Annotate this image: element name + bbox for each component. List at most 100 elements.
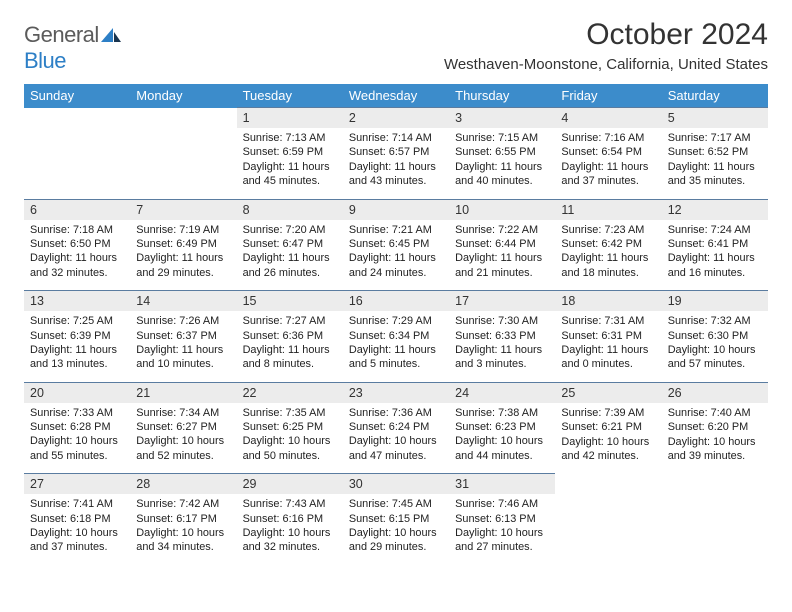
day-number: 10 — [455, 203, 469, 217]
day-number: 11 — [561, 203, 574, 217]
sunrise-text: Sunrise: 7:21 AM — [349, 223, 443, 237]
daylight-text: Daylight: 11 hours and 43 minutes. — [349, 160, 443, 189]
sunrise-text: Sunrise: 7:45 AM — [349, 497, 443, 511]
daylight-text: Daylight: 10 hours and 27 minutes. — [455, 526, 549, 555]
day-number: 29 — [243, 477, 257, 491]
sunset-text: Sunset: 6:23 PM — [455, 420, 549, 434]
day-number: 25 — [561, 386, 575, 400]
day-number-cell: 18 — [555, 291, 661, 312]
day-number: 31 — [455, 477, 469, 491]
day-detail-cell: Sunrise: 7:19 AMSunset: 6:49 PMDaylight:… — [130, 220, 236, 291]
day-detail-cell: Sunrise: 7:17 AMSunset: 6:52 PMDaylight:… — [662, 128, 768, 199]
sunset-text: Sunset: 6:18 PM — [30, 512, 124, 526]
daylight-text: Daylight: 10 hours and 52 minutes. — [136, 434, 230, 463]
day-detail-cell: Sunrise: 7:16 AMSunset: 6:54 PMDaylight:… — [555, 128, 661, 199]
day-detail-cell: Sunrise: 7:30 AMSunset: 6:33 PMDaylight:… — [449, 311, 555, 382]
day-number-cell: 7 — [130, 199, 236, 220]
day-detail-cell: Sunrise: 7:40 AMSunset: 6:20 PMDaylight:… — [662, 403, 768, 474]
day-detail-cell — [24, 128, 130, 199]
day-detail-cell: Sunrise: 7:36 AMSunset: 6:24 PMDaylight:… — [343, 403, 449, 474]
sunrise-text: Sunrise: 7:32 AM — [668, 314, 762, 328]
day-detail-cell — [130, 128, 236, 199]
daylight-text: Daylight: 11 hours and 3 minutes. — [455, 343, 549, 372]
daylight-text: Daylight: 11 hours and 10 minutes. — [136, 343, 230, 372]
sunrise-text: Sunrise: 7:41 AM — [30, 497, 124, 511]
day-detail-row: Sunrise: 7:33 AMSunset: 6:28 PMDaylight:… — [24, 403, 768, 474]
sunset-text: Sunset: 6:25 PM — [243, 420, 337, 434]
sunset-text: Sunset: 6:21 PM — [561, 420, 655, 434]
day-number-cell — [24, 108, 130, 129]
sunset-text: Sunset: 6:34 PM — [349, 329, 443, 343]
sunrise-text: Sunrise: 7:46 AM — [455, 497, 549, 511]
sunset-text: Sunset: 6:57 PM — [349, 145, 443, 159]
sunset-text: Sunset: 6:16 PM — [243, 512, 337, 526]
sunset-text: Sunset: 6:50 PM — [30, 237, 124, 251]
sunset-text: Sunset: 6:49 PM — [136, 237, 230, 251]
day-number: 19 — [668, 294, 682, 308]
day-number-cell: 13 — [24, 291, 130, 312]
day-header: Saturday — [662, 84, 768, 108]
sunrise-text: Sunrise: 7:16 AM — [561, 131, 655, 145]
sunset-text: Sunset: 6:39 PM — [30, 329, 124, 343]
day-detail-row: Sunrise: 7:25 AMSunset: 6:39 PMDaylight:… — [24, 311, 768, 382]
day-number: 26 — [668, 386, 682, 400]
sunrise-text: Sunrise: 7:30 AM — [455, 314, 549, 328]
daylight-text: Daylight: 11 hours and 21 minutes. — [455, 251, 549, 280]
day-number: 14 — [136, 294, 150, 308]
month-title: October 2024 — [444, 18, 768, 52]
day-number-cell: 17 — [449, 291, 555, 312]
day-header: Wednesday — [343, 84, 449, 108]
daylight-text: Daylight: 11 hours and 24 minutes. — [349, 251, 443, 280]
day-number-cell: 26 — [662, 382, 768, 403]
sunset-text: Sunset: 6:54 PM — [561, 145, 655, 159]
sunrise-text: Sunrise: 7:14 AM — [349, 131, 443, 145]
day-number: 27 — [30, 477, 44, 491]
day-number-cell: 24 — [449, 382, 555, 403]
calendar-table: Sunday Monday Tuesday Wednesday Thursday… — [24, 84, 768, 565]
day-number-cell: 1 — [237, 108, 343, 129]
day-number-cell: 29 — [237, 474, 343, 495]
day-number-cell: 16 — [343, 291, 449, 312]
day-number-cell — [555, 474, 661, 495]
day-detail-cell: Sunrise: 7:42 AMSunset: 6:17 PMDaylight:… — [130, 494, 236, 565]
day-detail-cell — [662, 494, 768, 565]
day-number: 13 — [30, 294, 44, 308]
day-number-cell: 4 — [555, 108, 661, 129]
sunrise-text: Sunrise: 7:26 AM — [136, 314, 230, 328]
day-number-cell: 30 — [343, 474, 449, 495]
day-detail-row: Sunrise: 7:41 AMSunset: 6:18 PMDaylight:… — [24, 494, 768, 565]
daylight-text: Daylight: 10 hours and 37 minutes. — [30, 526, 124, 555]
day-detail-cell: Sunrise: 7:14 AMSunset: 6:57 PMDaylight:… — [343, 128, 449, 199]
day-number: 2 — [349, 111, 356, 125]
day-number: 15 — [243, 294, 257, 308]
day-header: Thursday — [449, 84, 555, 108]
day-detail-cell: Sunrise: 7:15 AMSunset: 6:55 PMDaylight:… — [449, 128, 555, 199]
day-number-cell: 6 — [24, 199, 130, 220]
day-number: 17 — [455, 294, 469, 308]
day-header: Monday — [130, 84, 236, 108]
sunset-text: Sunset: 6:59 PM — [243, 145, 337, 159]
day-number: 30 — [349, 477, 363, 491]
day-number-cell: 21 — [130, 382, 236, 403]
day-number-cell: 11 — [555, 199, 661, 220]
sunrise-text: Sunrise: 7:13 AM — [243, 131, 337, 145]
daylight-text: Daylight: 10 hours and 34 minutes. — [136, 526, 230, 555]
day-number-row: 6789101112 — [24, 199, 768, 220]
day-number-cell: 20 — [24, 382, 130, 403]
sunset-text: Sunset: 6:52 PM — [668, 145, 762, 159]
sunrise-text: Sunrise: 7:40 AM — [668, 406, 762, 420]
sunrise-text: Sunrise: 7:24 AM — [668, 223, 762, 237]
sunrise-text: Sunrise: 7:31 AM — [561, 314, 655, 328]
day-number: 28 — [136, 477, 150, 491]
daylight-text: Daylight: 11 hours and 16 minutes. — [668, 251, 762, 280]
day-detail-cell: Sunrise: 7:18 AMSunset: 6:50 PMDaylight:… — [24, 220, 130, 291]
sunset-text: Sunset: 6:36 PM — [243, 329, 337, 343]
daylight-text: Daylight: 10 hours and 29 minutes. — [349, 526, 443, 555]
day-number-cell: 15 — [237, 291, 343, 312]
daylight-text: Daylight: 10 hours and 39 minutes. — [668, 435, 762, 464]
day-detail-cell: Sunrise: 7:43 AMSunset: 6:16 PMDaylight:… — [237, 494, 343, 565]
day-header: Friday — [555, 84, 661, 108]
daylight-text: Daylight: 11 hours and 32 minutes. — [30, 251, 124, 280]
day-number-cell: 9 — [343, 199, 449, 220]
logo-text-blue: Blue — [24, 48, 66, 73]
